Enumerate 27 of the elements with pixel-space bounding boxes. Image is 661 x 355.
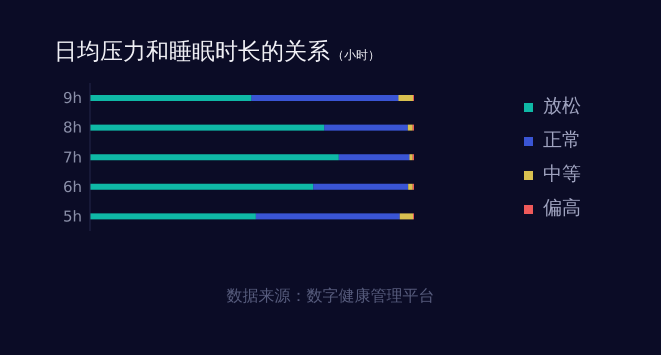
y-tick-label: 9h xyxy=(62,89,82,108)
chart-subtitle: （小时） xyxy=(332,48,380,62)
bar xyxy=(90,124,324,131)
bar xyxy=(90,154,339,160)
bar xyxy=(256,213,400,220)
bar xyxy=(90,213,256,220)
chart-title: 日均压力和睡眠时长的关系 xyxy=(54,39,330,65)
y-tick-label: 7h xyxy=(62,148,82,166)
legend-label: 正常 xyxy=(543,129,581,151)
legend-label: 偏高 xyxy=(543,197,581,219)
bar xyxy=(408,124,413,131)
bar xyxy=(324,124,408,131)
legend-label: 放松 xyxy=(543,95,581,117)
bar xyxy=(251,95,398,101)
bar xyxy=(90,184,314,190)
source-note: 数据来源：数字健康管理平台 xyxy=(226,286,436,307)
bar xyxy=(338,154,410,160)
bar xyxy=(409,154,413,160)
y-tick-label: 6h xyxy=(62,178,82,196)
y-tick-label: 8h xyxy=(62,118,82,137)
legend-label: 中等 xyxy=(543,163,581,185)
bar xyxy=(313,184,408,190)
bar xyxy=(90,95,252,101)
y-tick-label: 5h xyxy=(62,208,82,226)
bar xyxy=(408,184,413,190)
bar xyxy=(398,95,414,101)
bar xyxy=(400,213,414,220)
